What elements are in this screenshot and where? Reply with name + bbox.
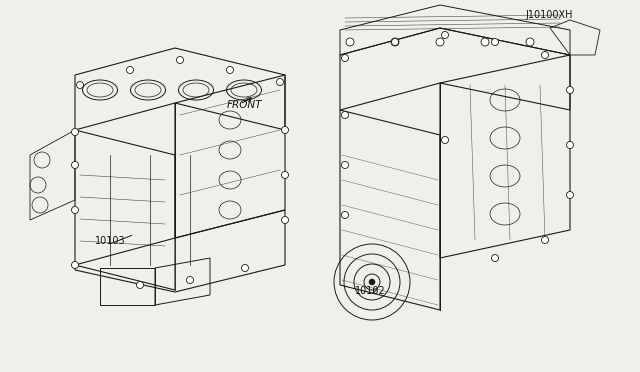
Circle shape [136,282,143,289]
Circle shape [72,262,79,269]
Circle shape [566,87,573,93]
Circle shape [186,276,193,283]
Circle shape [227,67,234,74]
Circle shape [541,51,548,58]
Circle shape [481,38,489,46]
Circle shape [541,237,548,244]
Circle shape [127,67,134,74]
Circle shape [72,128,79,135]
Circle shape [391,38,399,46]
Circle shape [392,38,399,45]
Circle shape [342,55,349,61]
Circle shape [566,192,573,199]
Circle shape [566,141,573,148]
Circle shape [442,32,449,38]
Circle shape [492,38,499,45]
Circle shape [526,38,534,46]
Circle shape [342,112,349,119]
Circle shape [276,78,284,86]
Circle shape [241,264,248,272]
Circle shape [282,171,289,179]
Circle shape [342,161,349,169]
Circle shape [346,38,354,46]
Circle shape [72,161,79,169]
Circle shape [282,217,289,224]
Circle shape [282,126,289,134]
Text: J10100XH: J10100XH [525,10,573,20]
Circle shape [492,254,499,262]
Text: 10103: 10103 [95,235,125,246]
Circle shape [342,212,349,218]
Circle shape [77,81,83,89]
Circle shape [442,137,449,144]
Circle shape [369,279,375,285]
Circle shape [72,206,79,214]
Text: FRONT: FRONT [227,100,262,110]
Circle shape [436,38,444,46]
Text: 10102: 10102 [355,286,386,296]
Circle shape [177,57,184,64]
